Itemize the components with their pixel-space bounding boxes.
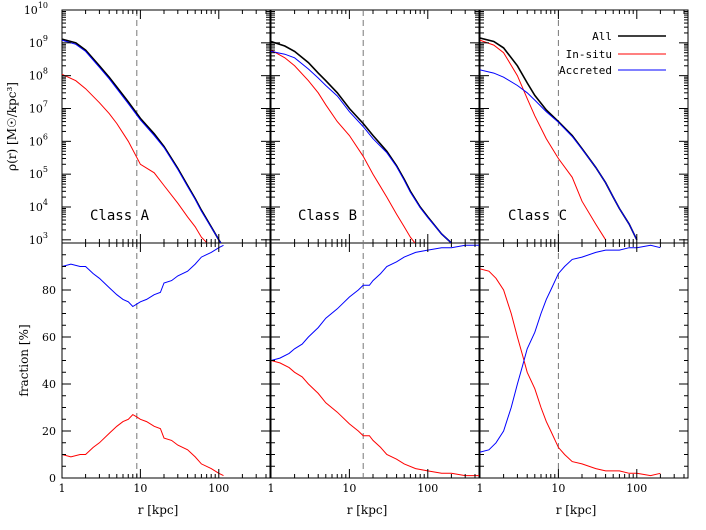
y-tick-exponent: 10 — [38, 1, 48, 10]
legend-label-insitu: In-situ — [566, 48, 612, 61]
density-curves-a — [62, 38, 222, 243]
y-tick-label-density: 106 — [29, 132, 48, 148]
x-tick-label: 10 — [342, 482, 356, 495]
x-tick-label: 1 — [59, 482, 66, 495]
x-tick-label: 10 — [133, 482, 147, 495]
panel-frames — [61, 9, 689, 479]
y-tick-label-density: 104 — [29, 198, 48, 214]
fraction-line-insitu-b — [271, 360, 479, 477]
legend-label-all: All — [592, 30, 612, 43]
y-tick-exponent: 4 — [43, 198, 48, 207]
fraction-curves-b — [271, 244, 479, 477]
y-tick-exponent: 7 — [43, 99, 48, 108]
y-tick-exponent: 9 — [43, 34, 48, 43]
x-axis-title-a: r [kpc] — [138, 503, 179, 517]
x-tick-label: 100 — [208, 482, 229, 495]
y-tick-label-density: 109 — [29, 34, 48, 50]
density-line-insitu-b — [271, 49, 416, 243]
legend: All In-situ Accreted — [559, 30, 666, 77]
fraction-line-accreted-c — [480, 244, 661, 453]
y-tick-exponent: 6 — [43, 132, 48, 141]
density-line-accreted-a — [62, 39, 222, 243]
panel-label-class-a: Class A — [90, 208, 150, 224]
x-tick-label: 1 — [268, 482, 275, 495]
fraction-line-accreted-b — [271, 244, 479, 361]
x-tick-label: 100 — [626, 482, 647, 495]
x-tick-label: 10 — [551, 482, 565, 495]
y-tick-exponent: 8 — [43, 67, 48, 76]
y-tick-label-fraction: 20 — [42, 425, 56, 438]
y-tick-exponent: 3 — [43, 231, 48, 240]
y-tick-label-fraction: 40 — [42, 378, 56, 391]
fraction-line-insitu-a — [62, 413, 224, 477]
density-line-accreted-b — [271, 50, 453, 243]
y-tick-label-fraction: 60 — [42, 331, 56, 344]
density-line-insitu-c — [480, 39, 607, 241]
y-tick-label-density: 107 — [29, 99, 48, 115]
y-tick-label-fraction: 80 — [42, 284, 56, 297]
density-curves-c — [480, 37, 638, 241]
panel-frame-fraction-a — [61, 242, 271, 479]
panel-frame-fraction-c — [479, 242, 689, 479]
x-axis-title-b: r [kpc] — [347, 503, 388, 517]
y-tick-label-density: 108 — [29, 67, 48, 83]
panel-label-class-c: Class C — [508, 208, 567, 224]
fraction-curves-a — [62, 244, 224, 477]
density-line-all-b — [271, 40, 453, 243]
fraction-line-accreted-a — [62, 244, 224, 308]
axis-ticks — [61, 9, 688, 479]
x-tick-label: 1 — [477, 482, 484, 495]
fraction-line-insitu-c — [480, 268, 661, 477]
legend-label-accreted: Accreted — [559, 64, 612, 77]
density-line-insitu-a — [62, 73, 208, 243]
y-tick-label-fraction: 0 — [49, 472, 56, 485]
y-tick-exponent: 5 — [43, 165, 48, 174]
density-curves-b — [271, 40, 453, 243]
y-axis-title-fraction: fraction [%] — [17, 324, 31, 396]
panel-label-class-b: Class B — [298, 208, 357, 224]
y-tick-label-density: 1010 — [24, 1, 48, 17]
fraction-curves-c — [480, 244, 661, 477]
y-axis-title-density: ρ(r) [M☉/kpc³] — [5, 82, 19, 171]
y-tick-label-density: 105 — [29, 165, 48, 181]
x-tick-label: 100 — [417, 482, 438, 495]
plot-curves — [62, 10, 661, 478]
y-tick-label-density: 103 — [29, 231, 48, 247]
density-line-accreted-c — [480, 69, 638, 241]
x-axis-title-c: r [kpc] — [556, 503, 597, 517]
